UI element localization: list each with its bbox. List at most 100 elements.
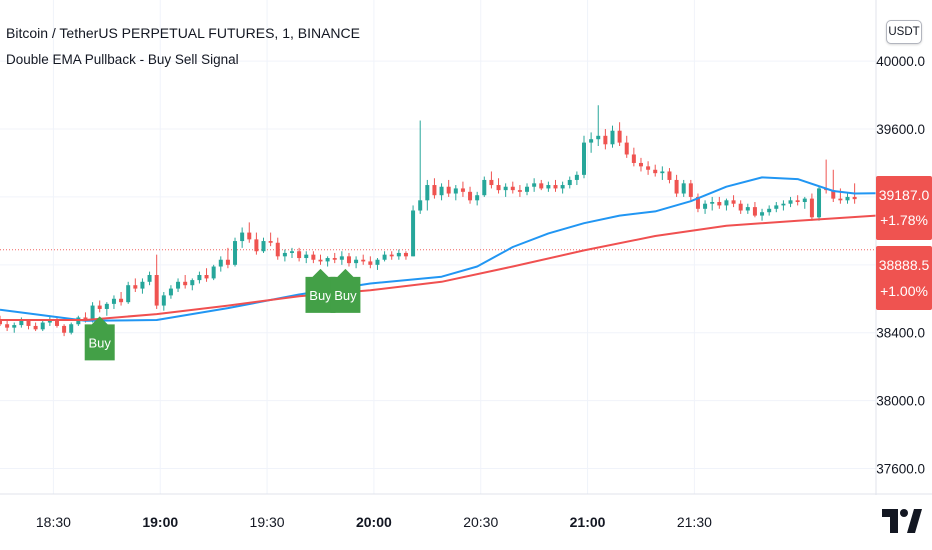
candle-body — [610, 130, 615, 145]
candle-body — [346, 256, 351, 264]
buy-signal-shape — [305, 268, 336, 313]
x-tick-label: 18:30 — [36, 514, 71, 530]
candle-body — [418, 200, 423, 211]
candle-body — [318, 259, 323, 262]
y-tick-label: 40000.0 — [876, 54, 925, 69]
candle-body — [140, 281, 145, 289]
candle-body — [97, 305, 102, 309]
candle-body — [396, 252, 401, 257]
candle-body — [240, 232, 245, 242]
candle-body — [674, 179, 679, 194]
fast-ema-line — [0, 176, 877, 322]
candle-body — [104, 303, 109, 309]
candle-body — [275, 242, 280, 257]
buy-signal-label: Buy — [89, 335, 112, 350]
candle-body — [582, 142, 586, 175]
buy-signal-marker: Buy — [330, 268, 361, 313]
candle-body — [62, 325, 67, 333]
candle-body — [453, 188, 458, 194]
candle-body — [838, 198, 843, 201]
candle-body — [154, 275, 159, 306]
candle-body — [745, 207, 750, 211]
candle-body — [54, 319, 59, 326]
x-tick-label: 21:30 — [677, 514, 712, 530]
currency-button[interactable]: USDT — [886, 20, 922, 44]
y-tick-label: 38400.0 — [876, 326, 925, 341]
candle-body — [425, 185, 430, 201]
reference-price-value: 38888.5 — [879, 257, 930, 273]
y-tick-label: 39600.0 — [876, 122, 925, 137]
buy-signal-label: Buy — [334, 288, 357, 303]
x-tick-label: 20:30 — [463, 514, 498, 530]
candle-body — [133, 285, 138, 289]
candle-body — [532, 183, 537, 187]
candle-body — [5, 324, 10, 328]
candle-body — [311, 254, 316, 260]
x-tick-label: 21:00 — [570, 514, 606, 530]
slow-ema-line — [0, 214, 877, 321]
candle-body — [603, 135, 608, 145]
candle-body — [809, 198, 814, 218]
candle-body — [717, 202, 722, 206]
candle-body — [482, 179, 487, 196]
candle-body — [638, 162, 643, 167]
candle-body — [26, 320, 31, 326]
candle-body — [290, 251, 294, 253]
candle-body — [233, 241, 238, 265]
candle-body — [774, 205, 779, 209]
candle-body — [510, 186, 515, 191]
candle-body — [752, 207, 757, 216]
candle-body — [703, 203, 708, 209]
candle-body — [225, 259, 230, 265]
candle-body — [325, 258, 330, 262]
candle-body — [375, 259, 380, 265]
candle-body — [168, 288, 173, 296]
grid-layer — [0, 0, 876, 494]
candle-body — [268, 241, 273, 243]
candle-body — [503, 186, 508, 191]
candle-body — [724, 200, 729, 206]
candle-body — [667, 171, 672, 180]
x-tick-label: 20:00 — [356, 514, 392, 530]
candle-body — [190, 280, 195, 286]
candle-body — [560, 185, 565, 189]
candle-body — [119, 298, 124, 303]
ema-price-value: 39187.0 — [879, 187, 930, 203]
buy-signal-shape — [84, 316, 115, 361]
candle-body — [12, 325, 17, 328]
candle-body — [40, 322, 45, 330]
candle-body — [710, 202, 715, 204]
candle-body — [111, 298, 116, 304]
candle-body — [546, 185, 551, 189]
candle-body — [261, 241, 266, 252]
candle-body — [845, 196, 850, 201]
time-axis[interactable]: 18:30 19:00 19:30 20:00 20:30 21:00 21:30 — [36, 514, 712, 530]
candle-body — [468, 191, 473, 201]
candle-body — [631, 154, 636, 163]
candle-body — [161, 295, 166, 306]
candle-body — [760, 212, 765, 216]
indicator-title[interactable]: Double EMA Pullback - Buy Sell Signal — [6, 52, 239, 67]
candle-body — [688, 183, 693, 197]
candle-body — [852, 196, 857, 200]
candle-body — [354, 259, 359, 264]
candle-body — [831, 190, 836, 199]
candle-body — [389, 254, 394, 257]
candle-body — [589, 139, 594, 143]
buy-signal-marker: Buy — [84, 316, 115, 361]
candle-body — [574, 174, 579, 180]
symbol-title[interactable]: Bitcoin / TetherUS PERPETUAL FUTURES, 1,… — [6, 25, 360, 41]
candle-body — [90, 305, 95, 321]
candle-body — [646, 166, 651, 170]
candle-body — [781, 203, 786, 206]
candle-body — [126, 285, 131, 303]
candle-body — [802, 198, 807, 203]
candle-body — [731, 200, 736, 204]
candle-body — [617, 130, 622, 143]
candle-body — [517, 190, 522, 192]
candle-body — [33, 325, 38, 330]
ema-price-badge: 39187.0 +1.78% — [876, 176, 932, 240]
candle-body — [382, 254, 387, 260]
